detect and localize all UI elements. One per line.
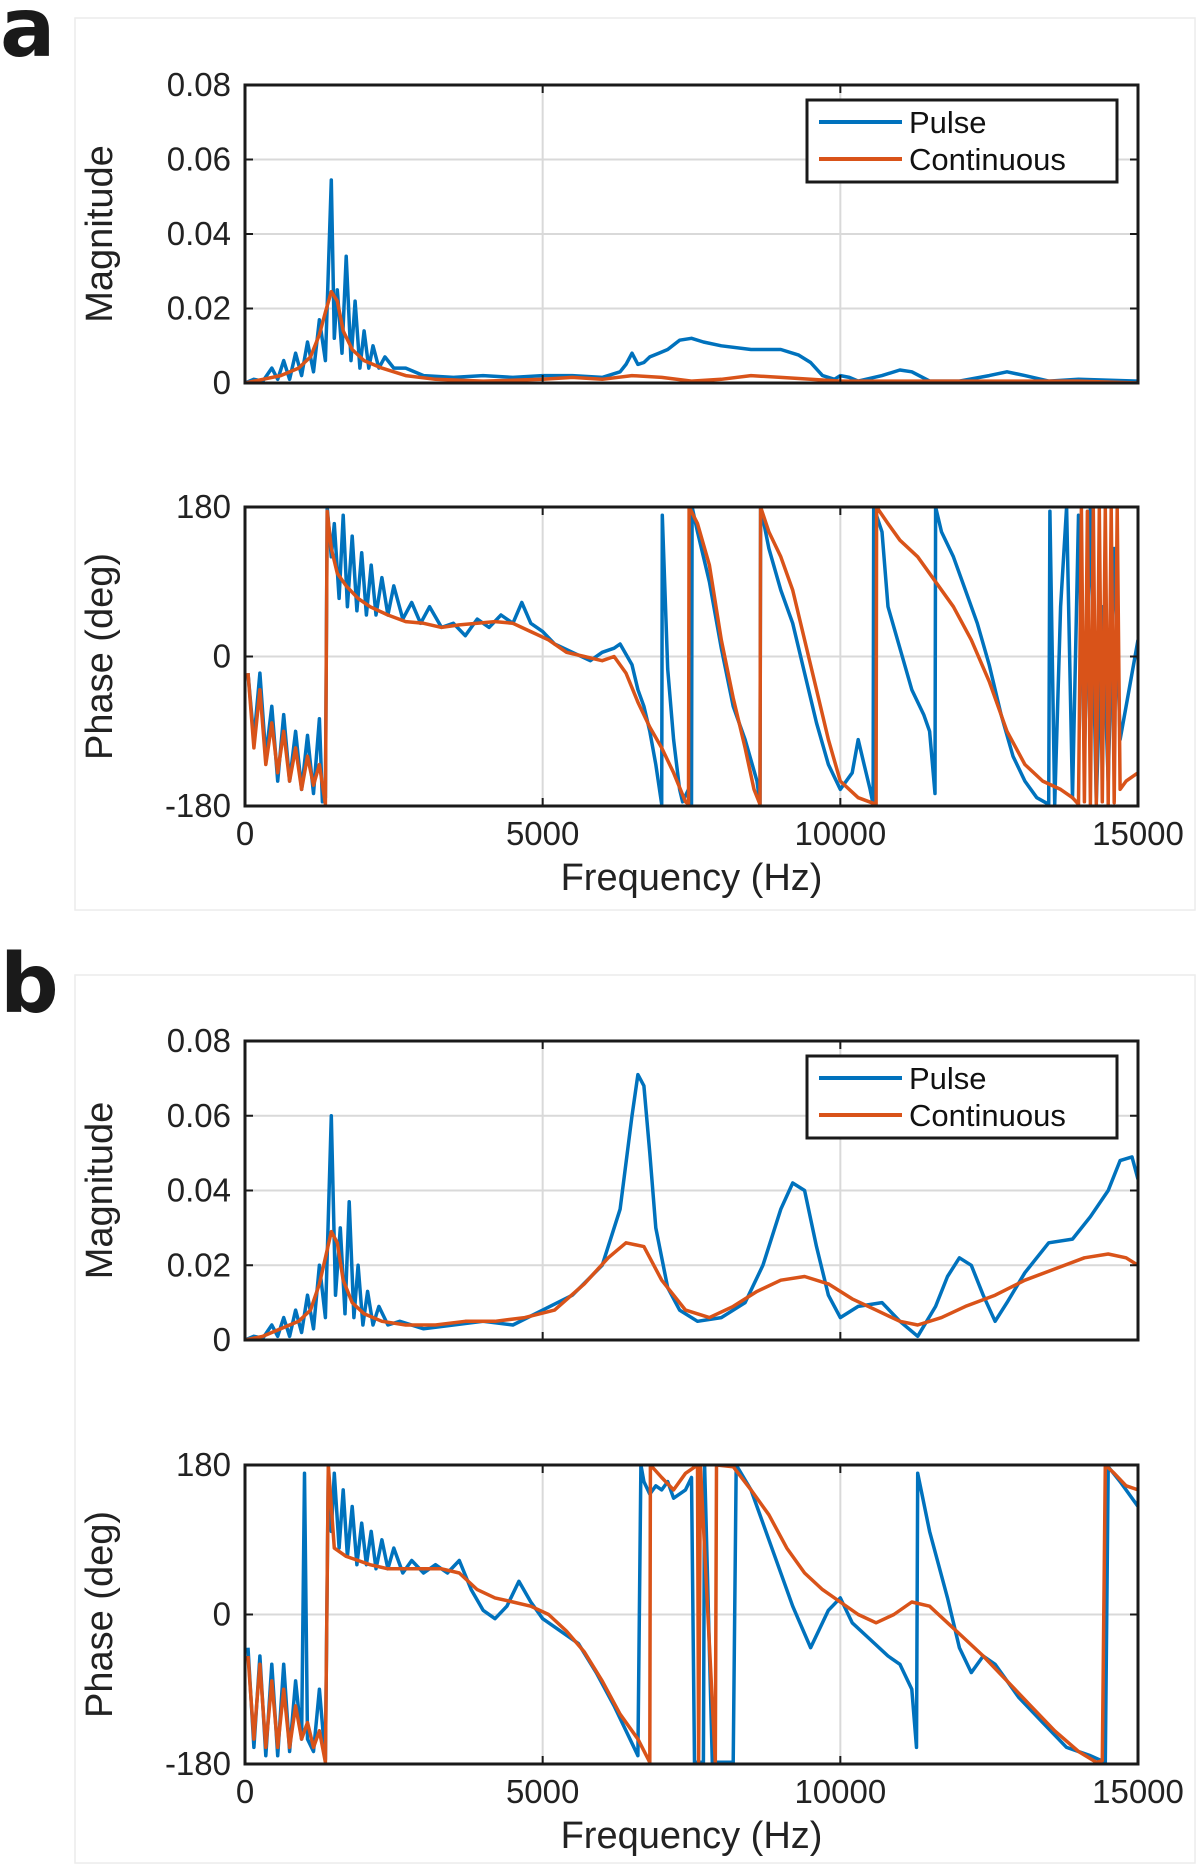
y-tick-label: 0 (213, 638, 231, 675)
y-tick-label: 0.08 (167, 66, 231, 103)
y-tick-label: 0.04 (167, 1172, 231, 1209)
series-line-continuous (246, 507, 1138, 806)
y-tick-label: 0.02 (167, 290, 231, 327)
x-axis-label: Frequency (Hz) (561, 857, 823, 899)
x-axis-label: Frequency (Hz) (561, 1815, 823, 1857)
y-tick-label: 0.04 (167, 215, 231, 252)
series-line-continuous (245, 289, 1138, 383)
y-tick-label: 0 (213, 1321, 231, 1358)
y-axis-label: Phase (deg) (79, 553, 121, 760)
y-tick-label: 180 (176, 1446, 231, 1483)
y-axis-label: Magnitude (79, 1102, 121, 1279)
x-tick-label: 10000 (794, 1773, 886, 1810)
y-tick-label: -180 (165, 787, 231, 824)
legend-label: Pulse (909, 105, 987, 140)
panel-b-magnitude-plot: 0 0.02 0.04 0.06 0.08 Magnitude PulseContinuou… (79, 1022, 1140, 1358)
x-tick-label: 0 (236, 1773, 254, 1810)
y-axis-label: Phase (deg) (79, 1511, 121, 1718)
legend-label: Continuous (909, 142, 1066, 177)
legend-box (805, 98, 1119, 184)
y-tick-label: 0.06 (167, 1097, 231, 1134)
x-tick-label: 0 (236, 815, 254, 852)
y-tick-label: 0 (213, 364, 231, 401)
panel-letter-b: b (0, 937, 59, 1032)
legend-label: Continuous (909, 1098, 1066, 1133)
panel-letter-a: a (0, 0, 55, 76)
x-tick-label: 15000 (1092, 1773, 1184, 1810)
x-tick-label: 5000 (506, 815, 579, 852)
y-tick-label: 0.02 (167, 1246, 231, 1283)
x-tick-label: 10000 (794, 815, 886, 852)
legend-box (805, 1054, 1119, 1140)
y-tick-label: 0 (213, 1596, 231, 1633)
y-tick-label: 0.08 (167, 1022, 231, 1059)
x-tick-label: 15000 (1092, 815, 1184, 852)
y-axis-label: Magnitude (79, 145, 121, 322)
x-tick-label: 5000 (506, 1773, 579, 1810)
series-line-continuous (246, 1465, 1138, 1764)
series-line-pulse (246, 507, 1138, 806)
panel-a-magnitude-plot: 0 0.02 0.04 0.06 0.08 Magnitude PulseContinuou… (79, 66, 1140, 401)
series-line-pulse (245, 1072, 1138, 1340)
legend-label: Pulse (909, 1061, 987, 1096)
series-line-continuous (245, 1229, 1138, 1340)
y-tick-label: 0.06 (167, 141, 231, 178)
y-tick-label: -180 (165, 1745, 231, 1782)
y-tick-label: 180 (176, 488, 231, 525)
